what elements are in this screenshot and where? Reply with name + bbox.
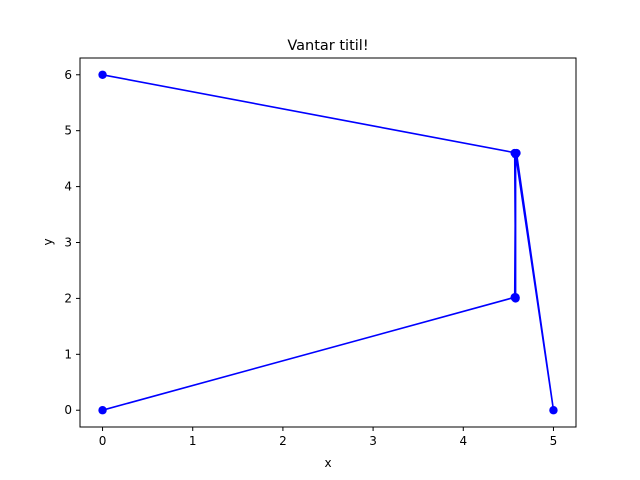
x-tick-label: 2 xyxy=(279,434,287,448)
x-tick-label: 4 xyxy=(459,434,467,448)
y-tick-label: 0 xyxy=(64,403,72,417)
y-tick-label: 6 xyxy=(64,68,72,82)
data-point xyxy=(98,406,107,415)
plot-area xyxy=(80,58,576,427)
data-point xyxy=(512,148,521,158)
data-point xyxy=(511,293,520,302)
x-axis-label: x xyxy=(324,456,331,470)
chart-title: Vantar titil! xyxy=(287,38,368,54)
y-axis-label: y xyxy=(41,238,55,245)
y-tick-label: 5 xyxy=(64,124,72,138)
y-axis-ticks: 0 1 2 3 4 5 6 xyxy=(64,68,80,417)
data-point xyxy=(549,406,558,415)
y-tick-label: 1 xyxy=(64,347,72,361)
series-layer xyxy=(98,70,558,415)
series-line xyxy=(102,74,555,412)
x-tick-label: 0 xyxy=(99,434,107,448)
x-tick-label: 1 xyxy=(189,434,197,448)
y-tick-label: 2 xyxy=(64,291,72,305)
x-tick-label: 3 xyxy=(369,434,377,448)
data-point xyxy=(98,70,107,79)
y-tick-label: 4 xyxy=(64,180,72,194)
x-axis-ticks: 0 1 2 3 4 5 xyxy=(99,427,558,448)
x-tick-label: 5 xyxy=(550,434,558,448)
y-tick-label: 3 xyxy=(64,236,72,250)
